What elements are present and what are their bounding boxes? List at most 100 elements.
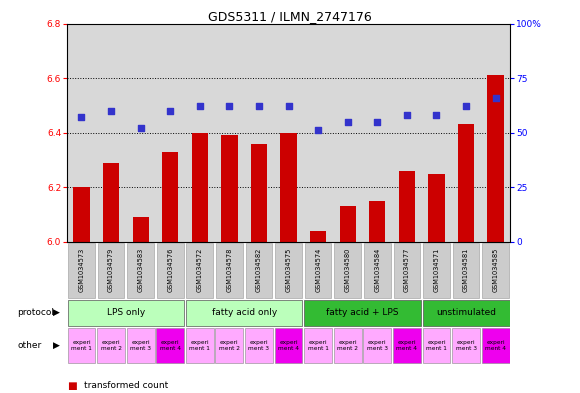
FancyBboxPatch shape [304, 328, 332, 363]
Text: GSM1034580: GSM1034580 [345, 248, 351, 292]
FancyBboxPatch shape [68, 300, 184, 325]
FancyBboxPatch shape [216, 328, 243, 363]
FancyBboxPatch shape [98, 243, 124, 298]
Bar [162, 152, 179, 242]
Text: GSM1034585: GSM1034585 [492, 248, 499, 292]
Text: experi
ment 1: experi ment 1 [308, 340, 328, 351]
Point [166, 108, 175, 114]
Text: experi
ment 3: experi ment 3 [130, 340, 151, 351]
FancyBboxPatch shape [483, 243, 509, 298]
Bar [458, 125, 474, 242]
FancyBboxPatch shape [393, 328, 420, 363]
Point [77, 114, 86, 121]
Text: experi
ment 2: experi ment 2 [100, 340, 122, 351]
Text: other: other [17, 341, 42, 350]
FancyBboxPatch shape [68, 328, 95, 363]
FancyBboxPatch shape [216, 243, 242, 298]
Bar [398, 171, 415, 242]
Text: GSM1034574: GSM1034574 [315, 248, 321, 292]
Text: GSM1034578: GSM1034578 [226, 248, 233, 292]
Text: ■: ■ [67, 381, 77, 391]
FancyBboxPatch shape [157, 243, 183, 298]
FancyBboxPatch shape [423, 243, 450, 298]
Text: GSM1034575: GSM1034575 [285, 248, 292, 292]
Text: GSM1034576: GSM1034576 [167, 248, 173, 292]
Text: GSM1034584: GSM1034584 [374, 248, 380, 292]
FancyBboxPatch shape [97, 328, 125, 363]
Point [107, 108, 116, 114]
Point [195, 103, 204, 110]
Bar [339, 206, 356, 242]
Text: experi
ment 3: experi ment 3 [455, 340, 477, 351]
FancyBboxPatch shape [68, 243, 95, 298]
Text: experi
ment 4: experi ment 4 [485, 340, 506, 351]
Bar [221, 135, 238, 242]
FancyBboxPatch shape [452, 328, 480, 363]
Bar [251, 143, 267, 242]
FancyBboxPatch shape [364, 328, 391, 363]
Point [491, 95, 500, 101]
Text: experi
ment 3: experi ment 3 [248, 340, 270, 351]
FancyBboxPatch shape [364, 243, 390, 298]
FancyBboxPatch shape [186, 300, 302, 325]
Text: GDS5311 / ILMN_2747176: GDS5311 / ILMN_2747176 [208, 10, 372, 23]
Text: unstimulated: unstimulated [436, 309, 496, 317]
Point [403, 112, 412, 118]
Text: experi
ment 3: experi ment 3 [367, 340, 388, 351]
Text: experi
ment 1: experi ment 1 [71, 340, 92, 351]
Bar [369, 201, 386, 242]
FancyBboxPatch shape [275, 328, 302, 363]
Bar [103, 163, 119, 242]
Point [372, 119, 382, 125]
Text: GSM1034571: GSM1034571 [433, 248, 440, 292]
Text: experi
ment 1: experi ment 1 [190, 340, 210, 351]
Text: GSM1034582: GSM1034582 [256, 248, 262, 292]
FancyBboxPatch shape [394, 243, 420, 298]
FancyBboxPatch shape [334, 328, 361, 363]
FancyBboxPatch shape [276, 243, 302, 298]
Text: experi
ment 4: experi ment 4 [278, 340, 299, 351]
Point [343, 119, 352, 125]
Text: experi
ment 2: experi ment 2 [219, 340, 240, 351]
Text: GSM1034583: GSM1034583 [137, 248, 144, 292]
FancyBboxPatch shape [128, 243, 154, 298]
Text: experi
ment 1: experi ment 1 [426, 340, 447, 351]
Bar [132, 217, 149, 242]
Point [284, 103, 293, 110]
Text: GSM1034581: GSM1034581 [463, 248, 469, 292]
FancyBboxPatch shape [335, 243, 361, 298]
Text: GSM1034579: GSM1034579 [108, 248, 114, 292]
Point [313, 127, 322, 134]
FancyBboxPatch shape [304, 300, 420, 325]
Text: GSM1034573: GSM1034573 [78, 248, 85, 292]
FancyBboxPatch shape [245, 328, 273, 363]
FancyBboxPatch shape [305, 243, 331, 298]
Text: fatty acid only: fatty acid only [212, 309, 277, 317]
Text: experi
ment 2: experi ment 2 [337, 340, 358, 351]
Bar [428, 174, 445, 242]
Text: LPS only: LPS only [107, 309, 145, 317]
Text: ▶: ▶ [53, 309, 60, 317]
Text: ▶: ▶ [53, 341, 60, 350]
Text: GSM1034577: GSM1034577 [404, 248, 410, 292]
Point [255, 103, 264, 110]
Point [224, 103, 234, 110]
Text: GSM1034572: GSM1034572 [197, 248, 203, 292]
Text: experi
ment 4: experi ment 4 [396, 340, 418, 351]
Point [136, 125, 145, 131]
FancyBboxPatch shape [423, 300, 509, 325]
FancyBboxPatch shape [187, 243, 213, 298]
Bar [487, 75, 504, 242]
FancyBboxPatch shape [246, 243, 272, 298]
Text: experi
ment 4: experi ment 4 [160, 340, 181, 351]
FancyBboxPatch shape [127, 328, 154, 363]
Text: transformed count: transformed count [84, 382, 168, 390]
FancyBboxPatch shape [482, 328, 509, 363]
Bar [310, 231, 327, 242]
FancyBboxPatch shape [453, 243, 479, 298]
Bar [73, 187, 90, 242]
Point [462, 103, 471, 110]
Point [432, 112, 441, 118]
FancyBboxPatch shape [186, 328, 213, 363]
FancyBboxPatch shape [423, 328, 450, 363]
